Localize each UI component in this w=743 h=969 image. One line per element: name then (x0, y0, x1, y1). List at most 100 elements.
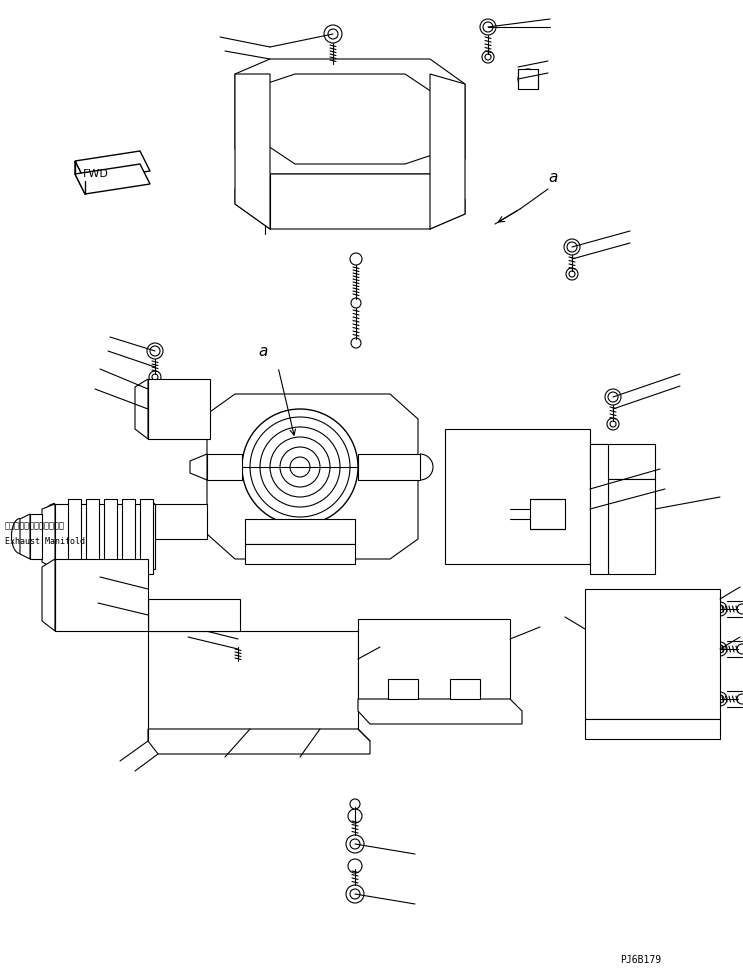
Circle shape (285, 200, 295, 209)
Circle shape (567, 243, 577, 253)
Circle shape (635, 644, 655, 665)
Text: エキゾーストマニホールド: エキゾーストマニホールド (5, 521, 65, 530)
Circle shape (350, 839, 360, 849)
Text: Exhaust Manifold: Exhaust Manifold (5, 537, 85, 546)
Circle shape (385, 215, 395, 225)
Circle shape (716, 645, 724, 653)
Polygon shape (55, 559, 148, 632)
Circle shape (713, 692, 727, 706)
Circle shape (713, 642, 727, 656)
Circle shape (569, 271, 575, 278)
Circle shape (265, 549, 271, 555)
Circle shape (233, 635, 243, 644)
Circle shape (351, 338, 361, 349)
Circle shape (716, 606, 724, 613)
Polygon shape (42, 559, 55, 632)
Circle shape (631, 492, 645, 507)
Circle shape (611, 696, 619, 703)
Text: PJ6B179: PJ6B179 (620, 954, 661, 964)
Circle shape (305, 547, 315, 557)
Circle shape (105, 505, 115, 515)
Circle shape (186, 696, 204, 713)
Circle shape (87, 609, 93, 614)
Circle shape (607, 419, 619, 430)
Polygon shape (235, 75, 270, 230)
Polygon shape (135, 380, 148, 440)
Circle shape (186, 645, 204, 664)
Circle shape (69, 505, 79, 515)
Polygon shape (590, 445, 608, 575)
Polygon shape (358, 700, 522, 724)
Circle shape (285, 215, 295, 225)
Circle shape (150, 347, 160, 357)
Polygon shape (358, 454, 420, 481)
Circle shape (737, 694, 743, 704)
Circle shape (84, 606, 96, 617)
Circle shape (610, 422, 616, 427)
Polygon shape (245, 519, 355, 545)
Polygon shape (20, 515, 30, 559)
Circle shape (260, 427, 340, 508)
Circle shape (307, 549, 313, 555)
Circle shape (335, 547, 345, 557)
Polygon shape (190, 454, 207, 481)
Polygon shape (75, 165, 150, 195)
Polygon shape (235, 60, 465, 174)
Circle shape (123, 505, 133, 515)
Polygon shape (140, 499, 153, 575)
Circle shape (141, 505, 151, 515)
Circle shape (230, 632, 246, 647)
Circle shape (328, 30, 338, 40)
Circle shape (329, 64, 337, 72)
Circle shape (737, 644, 743, 654)
Text: a: a (258, 344, 267, 359)
Circle shape (692, 691, 708, 707)
Circle shape (270, 438, 330, 497)
Circle shape (482, 52, 494, 64)
Circle shape (634, 555, 642, 563)
Circle shape (87, 505, 97, 515)
Polygon shape (30, 515, 42, 559)
Circle shape (483, 23, 493, 33)
Polygon shape (148, 730, 370, 754)
Circle shape (385, 144, 395, 155)
Polygon shape (75, 162, 85, 195)
Polygon shape (207, 394, 418, 559)
Circle shape (623, 451, 637, 464)
Circle shape (166, 395, 174, 403)
Circle shape (564, 239, 580, 256)
Circle shape (105, 559, 115, 570)
Circle shape (287, 217, 293, 223)
Polygon shape (265, 75, 435, 165)
Circle shape (87, 578, 93, 584)
Polygon shape (122, 499, 135, 575)
Circle shape (326, 61, 340, 75)
Circle shape (311, 696, 329, 713)
Circle shape (69, 559, 79, 570)
Text: a: a (548, 171, 557, 185)
Polygon shape (235, 174, 465, 230)
Circle shape (190, 700, 200, 709)
Polygon shape (42, 505, 55, 570)
Circle shape (350, 890, 360, 899)
Circle shape (480, 20, 496, 36)
Circle shape (631, 552, 645, 567)
Circle shape (696, 610, 704, 618)
Circle shape (607, 691, 623, 707)
Circle shape (626, 453, 634, 461)
Polygon shape (585, 719, 720, 739)
Polygon shape (518, 70, 538, 90)
Circle shape (634, 495, 642, 504)
Circle shape (162, 420, 178, 435)
Circle shape (166, 423, 174, 431)
Circle shape (123, 559, 133, 570)
Polygon shape (590, 445, 655, 480)
Circle shape (287, 202, 293, 207)
Circle shape (301, 141, 319, 159)
Polygon shape (55, 505, 155, 570)
Circle shape (141, 559, 151, 570)
Circle shape (713, 603, 727, 616)
Circle shape (608, 392, 618, 402)
Circle shape (311, 645, 329, 664)
Circle shape (84, 576, 96, 587)
